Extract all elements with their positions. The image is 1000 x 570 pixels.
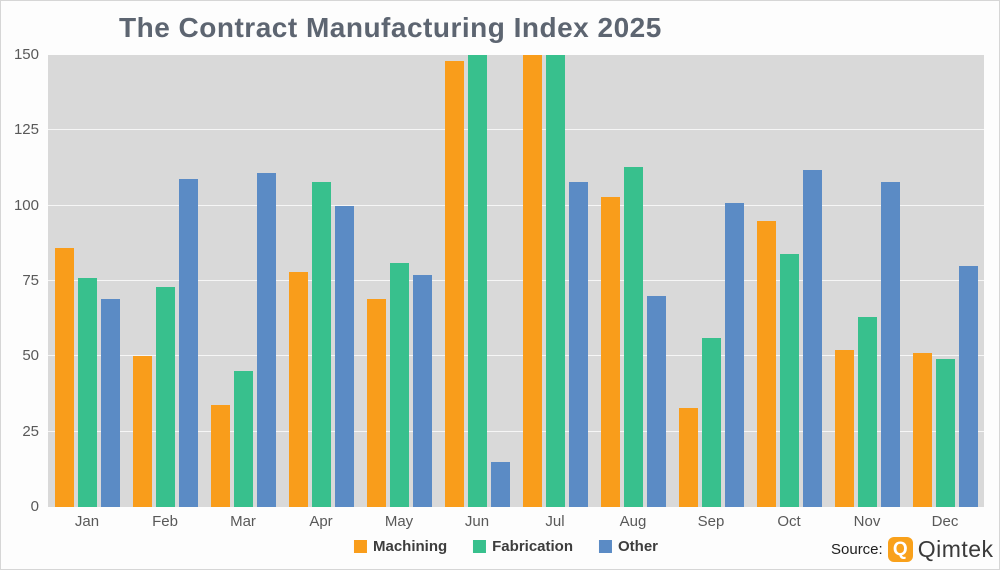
bar-other-mar (256, 172, 276, 507)
bar-other-jul (568, 181, 588, 507)
bar-group-apr (282, 55, 360, 507)
bar-machining-jul (522, 55, 542, 507)
x-tick-label-sep: Sep (697, 513, 725, 530)
bar-machining-jan (54, 247, 74, 507)
x-tick-label-oct: Oct (777, 513, 801, 530)
bar-other-may (412, 274, 432, 507)
bar-group-aug (594, 55, 672, 507)
bar-other-oct (802, 169, 822, 507)
legend-swatch-icon (473, 540, 487, 553)
bar-machining-nov (834, 350, 854, 507)
grid-line (48, 430, 984, 432)
bar-group-dec (906, 55, 984, 507)
bar-group-sep (672, 55, 750, 507)
x-tick-label-jun: Jun (464, 513, 490, 530)
bar-other-dec (958, 265, 978, 507)
legend: Machining Fabrication Other (353, 538, 658, 555)
bar-other-apr (334, 205, 354, 507)
y-tick-label: 25 (22, 422, 39, 440)
x-tick-label-apr: Apr (309, 513, 333, 530)
grid-line (48, 204, 984, 206)
legend-swatch-icon (353, 540, 367, 553)
bar-other-jan (100, 299, 120, 507)
x-tick-label-dec: Dec (931, 513, 959, 530)
legend-item-fabrication: Fabrication (473, 538, 573, 555)
source-attribution: Source: Q Qimtek (831, 536, 994, 563)
x-tick-label-may: May (384, 513, 414, 530)
legend-label: Other (618, 538, 659, 555)
x-tick-label-jul: Jul (545, 513, 565, 530)
bar-group-nov (828, 55, 906, 507)
y-tick-label: 150 (13, 46, 39, 63)
x-axis: Jan Feb Mar Apr May Jun Jul Aug Sep Oct Nov Dec (48, 513, 984, 530)
bar-group-oct (750, 55, 828, 507)
legend-swatch-icon (599, 540, 613, 553)
grid-line (48, 355, 984, 357)
bar-machining-sep (678, 407, 698, 507)
bar-other-feb (178, 178, 198, 507)
bar-other-sep (724, 202, 744, 507)
bar-group-mar (204, 55, 282, 507)
qimtek-logo-icon: Q (887, 537, 913, 562)
y-tick-label: 50 (22, 347, 39, 365)
x-tick-label-feb: Feb (152, 513, 178, 530)
source-brand-name: Qimtek (917, 536, 994, 562)
legend-item-machining: Machining (353, 538, 448, 555)
bar-fabrication-oct (779, 253, 799, 507)
bar-machining-oct (756, 220, 776, 507)
bar-fabrication-sep (701, 338, 721, 507)
bar-fabrication-feb (155, 287, 175, 507)
grid-line (48, 129, 984, 131)
bar-machining-may (366, 299, 386, 507)
bar-group-feb (126, 55, 204, 507)
bar-fabrication-mar (233, 371, 253, 507)
y-tick-label: 0 (30, 498, 39, 515)
bar-fabrication-jan (77, 278, 97, 507)
bar-other-aug (646, 296, 666, 507)
bar-machining-aug (600, 196, 620, 507)
plot-area (48, 55, 984, 507)
bar-group-jun (438, 55, 516, 507)
x-tick-label-nov: Nov (853, 513, 881, 530)
source-label: Source: (831, 541, 883, 558)
bar-fabrication-dec (935, 359, 955, 507)
grid-line (48, 280, 984, 281)
x-tick-label-jan: Jan (74, 513, 100, 530)
bar-machining-dec (912, 353, 932, 507)
x-tick-label-mar: Mar (230, 513, 256, 530)
bar-machining-jun (444, 61, 464, 507)
bar-machining-apr (288, 271, 308, 507)
bar-group-jan (48, 55, 126, 507)
bar-other-jun (490, 461, 510, 507)
legend-label: Fabrication (492, 538, 574, 555)
bar-group-jul (516, 55, 594, 507)
bar-fabrication-apr (311, 181, 331, 507)
x-tick-label-aug: Aug (619, 513, 647, 530)
bar-fabrication-nov (857, 317, 877, 507)
legend-label: Machining (372, 538, 448, 555)
bar-other-nov (880, 181, 900, 507)
y-tick-label: 125 (13, 121, 39, 139)
y-tick-label: 75 (22, 272, 39, 289)
bar-machining-feb (132, 356, 152, 507)
bar-fabrication-jul (545, 55, 565, 507)
y-tick-label: 100 (13, 196, 39, 214)
legend-item-other: Other (599, 538, 658, 555)
bar-fabrication-jun (467, 55, 487, 507)
chart-title: The Contract Manufacturing Index 2025 (119, 12, 662, 43)
bar-fabrication-aug (623, 166, 643, 507)
bar-fabrication-may (389, 262, 409, 507)
bar-group-may (360, 55, 438, 507)
bar-machining-mar (210, 404, 230, 507)
